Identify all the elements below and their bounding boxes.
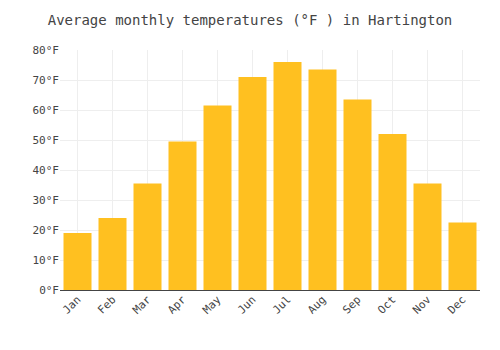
svg-text:Feb: Feb (95, 293, 118, 316)
svg-text:Dec: Dec (445, 293, 468, 316)
svg-text:40°F: 40°F (33, 164, 60, 177)
svg-text:Nov: Nov (410, 293, 434, 317)
svg-text:60°F: 60°F (33, 104, 60, 117)
svg-text:0°F: 0°F (39, 284, 59, 297)
svg-text:Mar: Mar (130, 293, 154, 317)
svg-text:Jan: Jan (60, 293, 83, 316)
svg-text:Aug: Aug (305, 293, 328, 316)
svg-text:50°F: 50°F (33, 134, 60, 147)
svg-text:Jul: Jul (270, 293, 293, 316)
svg-text:Sep: Sep (340, 293, 363, 316)
svg-text:Apr: Apr (165, 293, 189, 317)
svg-text:20°F: 20°F (33, 224, 60, 237)
svg-text:10°F: 10°F (33, 254, 60, 267)
svg-text:Average monthly temperatures (: Average monthly temperatures (°F ) in Ha… (48, 12, 453, 28)
svg-text:80°F: 80°F (33, 44, 60, 57)
svg-text:Jun: Jun (235, 293, 258, 316)
svg-text:30°F: 30°F (33, 194, 60, 207)
svg-text:May: May (200, 293, 224, 317)
svg-text:Oct: Oct (375, 293, 398, 316)
svg-text:70°F: 70°F (33, 74, 60, 87)
